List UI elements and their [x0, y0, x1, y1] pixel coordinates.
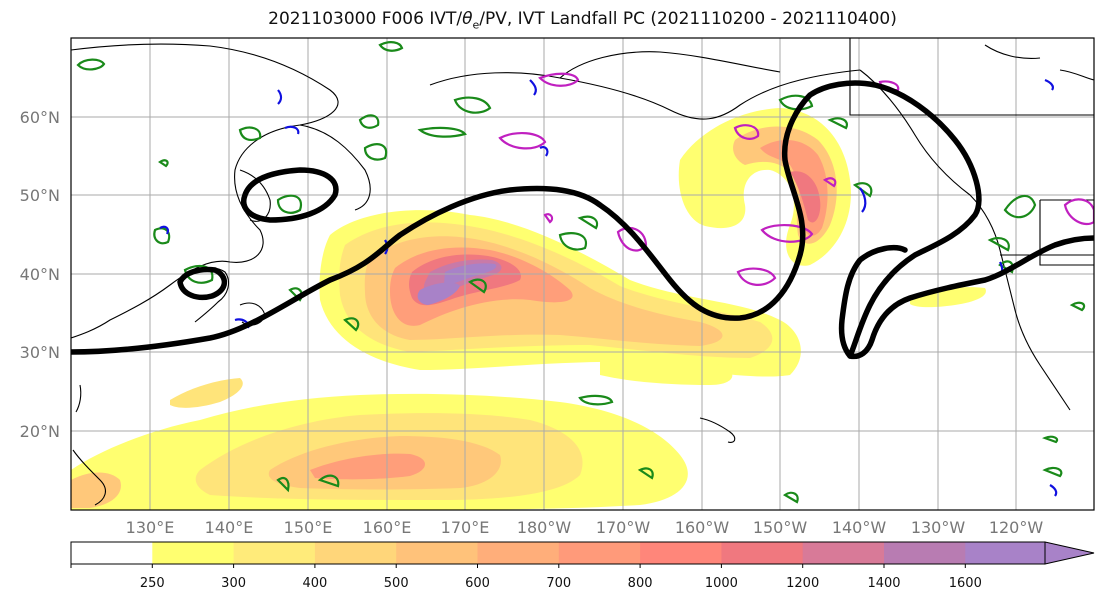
colorbar-segment [558, 542, 641, 564]
lon-label: 150°W [753, 518, 808, 537]
arctic-coast [984, 44, 1094, 81]
na-coast [859, 69, 1071, 411]
colorbar-segment [640, 542, 722, 564]
colorbar-label: 600 [465, 576, 490, 591]
lon-label: 170°E [441, 518, 490, 537]
lon-label: 130°E [126, 518, 175, 537]
lon-label: 180°W [517, 518, 572, 537]
colorbar-segments [71, 542, 1048, 564]
figure-title: 2021103000 F006 IVT/θe/PV, IVT Landfall … [268, 9, 897, 32]
colorbar-label: 800 [628, 576, 653, 591]
landfall-contour-main [71, 80, 982, 359]
colorbar: 250 300 400 500 600 700 800 1000 1200 1400 1600 [70, 541, 1095, 591]
colorbar-segment [721, 542, 804, 564]
ivt-region [910, 287, 986, 308]
philippines-coast [72, 384, 106, 506]
gridlines [71, 38, 1094, 510]
colorbar-segment [965, 542, 1048, 564]
colorbar-extend-arrow [1044, 541, 1095, 565]
lat-label: 20°N [20, 422, 60, 441]
ivt-region [71, 472, 121, 508]
colorbar-segment [802, 542, 885, 564]
colorbar-segment [71, 542, 153, 564]
lat-label: 40°N [20, 265, 60, 284]
colorbar-label: 400 [302, 576, 327, 591]
colorbar-label: 250 [140, 576, 165, 591]
kamchatka-coast [299, 124, 371, 211]
lon-labels: 130°E 140°E 150°E 160°E 170°E 180°W 170°… [126, 518, 1044, 537]
colorbar-segment [233, 542, 316, 564]
lat-label: 30°N [20, 343, 60, 362]
theta-e-contours [76, 41, 1086, 504]
colorbar-ticks [70, 564, 966, 568]
colorbar-label: 500 [384, 576, 409, 591]
map-frame [70, 37, 1095, 511]
landfall-contour-loop [177, 266, 228, 301]
colorbar-segment [314, 542, 397, 564]
border [849, 38, 1094, 116]
alaska-coast [559, 51, 781, 79]
lon-label: 160°W [675, 518, 730, 537]
colorbar-label: 1600 [949, 576, 982, 591]
lon-label: 120°W [989, 518, 1044, 537]
colorbar-label: 1200 [786, 576, 819, 591]
colorbar-labels: 250 300 400 500 600 700 800 1000 1200 1400 1600 [140, 576, 982, 591]
lat-labels: 60°N 50°N 40°N 30°N 20°N [20, 108, 60, 441]
lat-label: 60°N [20, 108, 60, 127]
landfall-pc-contour [71, 80, 1094, 360]
colorbar-frame [70, 541, 1046, 565]
lon-label: 150°E [284, 518, 333, 537]
colorbar-label: 700 [546, 576, 571, 591]
asia-coast [71, 43, 339, 339]
ivt-region [417, 282, 460, 305]
lon-label: 170°W [596, 518, 651, 537]
lon-label: 160°E [363, 518, 412, 537]
lon-label: 140°W [832, 518, 887, 537]
coastlines [71, 38, 1094, 506]
colorbar-segment [396, 542, 478, 564]
colorbar-label: 1000 [705, 576, 738, 591]
landfall-contour-loop [241, 167, 339, 223]
landfall-contour-east [847, 235, 1094, 360]
ivt-region [310, 453, 425, 480]
lon-label: 140°E [205, 518, 254, 537]
alaska-coast [429, 69, 861, 120]
colorbar-label: 300 [221, 576, 246, 591]
lon-label: 130°W [911, 518, 966, 537]
ivt-region [790, 171, 821, 223]
colorbar-segment [884, 542, 966, 564]
colorbar-segment [477, 542, 560, 564]
colorbar-segment [152, 542, 235, 564]
colorbar-label: 1400 [867, 576, 900, 591]
ivt-region [600, 354, 733, 385]
ivt-region [170, 378, 243, 408]
hawaii [699, 417, 736, 443]
lat-label: 50°N [20, 186, 60, 205]
